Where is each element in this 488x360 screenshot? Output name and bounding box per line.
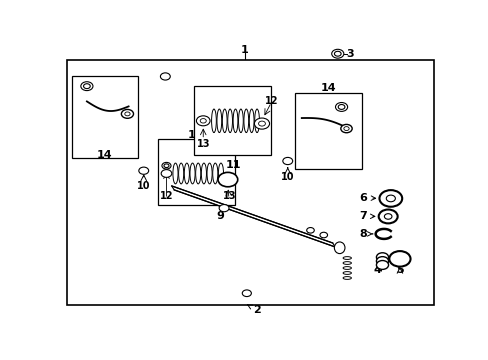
Circle shape bbox=[139, 167, 148, 174]
Ellipse shape bbox=[343, 262, 351, 264]
Circle shape bbox=[200, 118, 206, 123]
Circle shape bbox=[335, 103, 347, 111]
Circle shape bbox=[376, 261, 388, 269]
Circle shape bbox=[160, 73, 170, 80]
Ellipse shape bbox=[343, 271, 351, 274]
Ellipse shape bbox=[343, 267, 351, 269]
Ellipse shape bbox=[343, 257, 351, 260]
Bar bbox=[158, 139, 235, 205]
Circle shape bbox=[282, 157, 292, 165]
Text: 9: 9 bbox=[195, 88, 203, 98]
Ellipse shape bbox=[201, 163, 206, 184]
Ellipse shape bbox=[189, 163, 195, 184]
Text: 3: 3 bbox=[346, 49, 353, 59]
Ellipse shape bbox=[178, 163, 183, 184]
Circle shape bbox=[196, 116, 210, 126]
Circle shape bbox=[331, 49, 343, 58]
Circle shape bbox=[258, 121, 265, 126]
Ellipse shape bbox=[334, 242, 344, 253]
Ellipse shape bbox=[217, 109, 221, 132]
Text: 11: 11 bbox=[187, 130, 203, 140]
Circle shape bbox=[162, 162, 171, 169]
Ellipse shape bbox=[238, 109, 243, 132]
Ellipse shape bbox=[195, 163, 201, 184]
Ellipse shape bbox=[184, 163, 189, 184]
Ellipse shape bbox=[211, 109, 216, 132]
Circle shape bbox=[338, 104, 344, 109]
Bar bbox=[193, 86, 271, 156]
Circle shape bbox=[254, 118, 269, 129]
Bar bbox=[72, 76, 138, 158]
Circle shape bbox=[386, 195, 395, 202]
Ellipse shape bbox=[343, 276, 351, 279]
Circle shape bbox=[81, 82, 93, 91]
Circle shape bbox=[219, 204, 228, 212]
Ellipse shape bbox=[212, 163, 217, 184]
Circle shape bbox=[376, 253, 388, 262]
Polygon shape bbox=[171, 186, 335, 247]
Text: 14: 14 bbox=[320, 82, 335, 93]
Ellipse shape bbox=[244, 109, 248, 132]
Ellipse shape bbox=[249, 109, 254, 132]
Circle shape bbox=[121, 109, 133, 118]
Circle shape bbox=[124, 112, 130, 116]
Text: 6: 6 bbox=[359, 193, 375, 203]
Ellipse shape bbox=[254, 109, 259, 132]
Circle shape bbox=[384, 214, 391, 219]
Ellipse shape bbox=[218, 163, 223, 184]
Text: 8: 8 bbox=[359, 229, 372, 239]
Bar bbox=[67, 60, 433, 305]
Circle shape bbox=[376, 257, 388, 266]
Circle shape bbox=[83, 84, 90, 89]
Circle shape bbox=[340, 125, 351, 133]
Circle shape bbox=[161, 170, 171, 177]
Circle shape bbox=[306, 228, 314, 233]
Text: 9: 9 bbox=[216, 211, 224, 221]
Text: 13: 13 bbox=[196, 139, 209, 149]
Text: 2: 2 bbox=[247, 305, 260, 315]
Text: 14: 14 bbox=[97, 150, 112, 159]
Circle shape bbox=[218, 172, 237, 187]
Text: 11: 11 bbox=[225, 159, 241, 170]
Circle shape bbox=[319, 232, 327, 238]
Text: 5: 5 bbox=[395, 265, 403, 275]
Text: 7: 7 bbox=[359, 211, 374, 221]
Circle shape bbox=[379, 190, 401, 207]
Circle shape bbox=[378, 210, 397, 223]
Circle shape bbox=[242, 290, 251, 297]
Circle shape bbox=[388, 251, 410, 267]
Circle shape bbox=[343, 127, 348, 131]
Text: 4: 4 bbox=[373, 265, 381, 275]
Ellipse shape bbox=[222, 109, 226, 132]
Circle shape bbox=[334, 51, 341, 56]
Ellipse shape bbox=[206, 163, 212, 184]
Text: 12: 12 bbox=[160, 191, 173, 201]
Text: 12: 12 bbox=[264, 96, 278, 105]
Ellipse shape bbox=[173, 163, 178, 184]
Bar bbox=[295, 93, 361, 169]
Circle shape bbox=[163, 164, 169, 167]
Text: 10: 10 bbox=[137, 181, 150, 191]
Text: 10: 10 bbox=[281, 172, 294, 183]
Ellipse shape bbox=[227, 109, 232, 132]
Text: 1: 1 bbox=[241, 45, 248, 55]
Ellipse shape bbox=[233, 109, 237, 132]
Text: 13: 13 bbox=[223, 191, 236, 201]
